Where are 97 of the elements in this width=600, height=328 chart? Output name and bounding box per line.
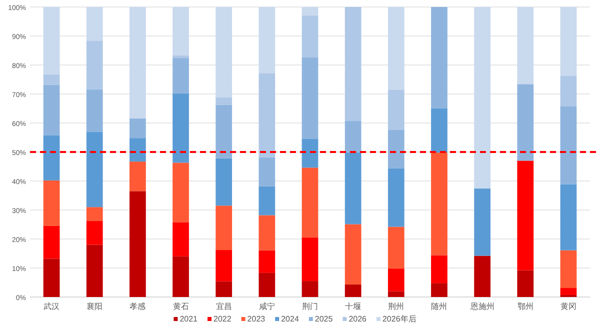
- bar: [344, 120, 362, 153]
- bar: [130, 118, 146, 138]
- bar: [216, 7, 232, 98]
- bar: [258, 157, 276, 186]
- bar: [431, 108, 448, 153]
- bar: [130, 7, 146, 118]
- legend-label: 2024: [281, 314, 300, 324]
- bar: [388, 130, 404, 168]
- bar: [43, 226, 60, 259]
- bar: [517, 160, 534, 270]
- bar: [388, 226, 404, 269]
- bar: [86, 89, 103, 132]
- bar: [344, 152, 362, 224]
- bar: [302, 57, 318, 139]
- bar: [388, 168, 404, 227]
- bar: [344, 284, 362, 297]
- bar: [560, 76, 577, 106]
- bar: [388, 291, 404, 297]
- bar: [388, 7, 404, 90]
- x-tick-label: 荆州: [388, 302, 404, 311]
- bar: [172, 7, 189, 56]
- bar: [517, 84, 534, 161]
- bar: [86, 132, 103, 208]
- bar: [172, 222, 189, 256]
- x-tick-label: 襄阳: [86, 302, 103, 311]
- legend-label: 2022: [214, 314, 232, 324]
- bar: [130, 138, 146, 162]
- x-tick-label: 武汉: [44, 302, 60, 311]
- x-tick-label: 黄石: [172, 302, 189, 311]
- bar: [258, 7, 276, 74]
- bar: [43, 74, 60, 85]
- bar: [302, 281, 318, 297]
- bar: [43, 84, 60, 136]
- x-tick-label: 恩施州: [469, 302, 494, 311]
- bar: [216, 104, 232, 158]
- bar: [172, 58, 189, 94]
- legend-label: 2021: [180, 314, 198, 324]
- bar: [560, 250, 577, 288]
- bar: [302, 168, 318, 238]
- bar: [130, 162, 146, 192]
- bar: [431, 7, 448, 108]
- bar: [86, 244, 103, 297]
- legend-label: 2023: [247, 314, 266, 324]
- bar: [302, 138, 318, 168]
- bar: [517, 270, 534, 297]
- bar: [560, 7, 577, 76]
- bar: [474, 256, 490, 297]
- bar: [560, 106, 577, 184]
- bar: [172, 162, 189, 222]
- bar: [344, 7, 362, 121]
- bar: [517, 7, 534, 84]
- bar: [474, 188, 490, 256]
- bar: [86, 221, 103, 245]
- legend-label: 2026: [348, 314, 368, 324]
- bar: [344, 224, 362, 285]
- x-tick-label: 荆门: [302, 302, 318, 311]
- bar: [216, 250, 232, 282]
- bar: [172, 256, 189, 297]
- legend-label: 2025: [314, 314, 334, 324]
- x-tick-label: 随州: [431, 302, 448, 311]
- bar: [216, 158, 232, 206]
- x-tick-label: 宜昌: [216, 302, 232, 311]
- bar: [560, 184, 577, 250]
- x-tick-label: 孝感: [130, 302, 146, 311]
- bar: [258, 73, 276, 158]
- x-tick-label: 鄂州: [517, 302, 534, 311]
- bar: [130, 191, 146, 297]
- bar: [302, 7, 318, 16]
- x-tick-label: 咸宁: [258, 302, 275, 311]
- bar: [431, 283, 448, 297]
- bar: [172, 93, 189, 163]
- bar: [216, 97, 232, 105]
- bar: [216, 281, 232, 297]
- bar: [560, 288, 577, 295]
- bar: [216, 206, 232, 250]
- bar: [43, 7, 60, 74]
- bar: [258, 272, 276, 297]
- bar: [302, 238, 318, 282]
- bar: [474, 7, 490, 189]
- bar: [388, 90, 404, 130]
- bar: [43, 135, 60, 180]
- legend-label: 2026年后: [382, 314, 416, 324]
- x-tick-label: 黄冈: [560, 302, 576, 311]
- bar: [388, 268, 404, 292]
- bar: [86, 7, 103, 41]
- bar: [86, 207, 103, 222]
- bar: [302, 15, 318, 58]
- bar: [431, 255, 448, 284]
- bar: [258, 250, 276, 273]
- bar: [86, 40, 103, 90]
- bar: [43, 180, 60, 226]
- x-tick-label: 十堰: [345, 302, 362, 311]
- bar: [258, 186, 276, 216]
- bar: [258, 215, 276, 250]
- bar: [43, 258, 60, 297]
- bar: [431, 152, 448, 256]
- bar: [172, 55, 189, 58]
